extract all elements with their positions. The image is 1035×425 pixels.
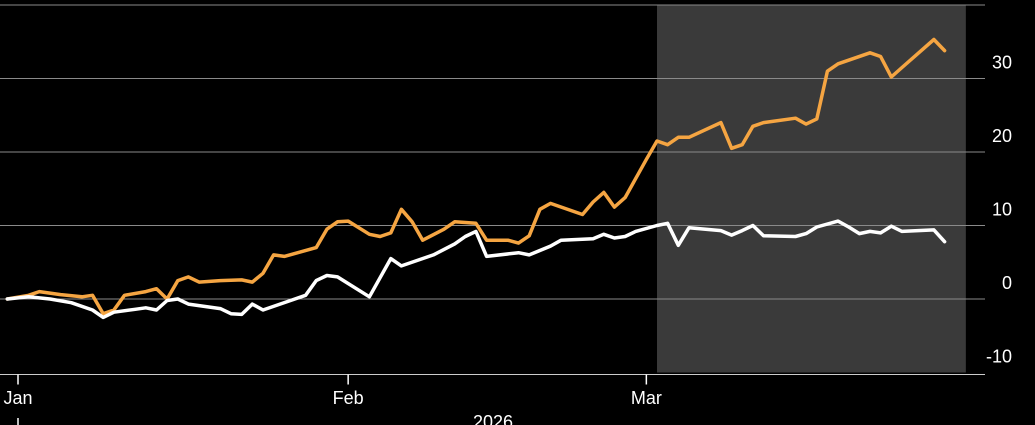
- y-tick-label: 20: [992, 126, 1012, 146]
- series-line-2: [5, 219, 947, 320]
- y-tick-label: -10: [986, 347, 1012, 367]
- x-axis-title: 2026: [473, 412, 513, 425]
- series-line-1: [5, 37, 947, 316]
- x-tick-label: Mar: [631, 388, 662, 408]
- y-tick-label: 10: [992, 200, 1012, 220]
- y-tick-label: 0: [1002, 273, 1012, 293]
- shaded-period: [657, 5, 966, 373]
- x-tick-label: Jan: [3, 388, 32, 408]
- x-tick-label: Feb: [333, 388, 364, 408]
- y-tick-label: 30: [992, 53, 1012, 73]
